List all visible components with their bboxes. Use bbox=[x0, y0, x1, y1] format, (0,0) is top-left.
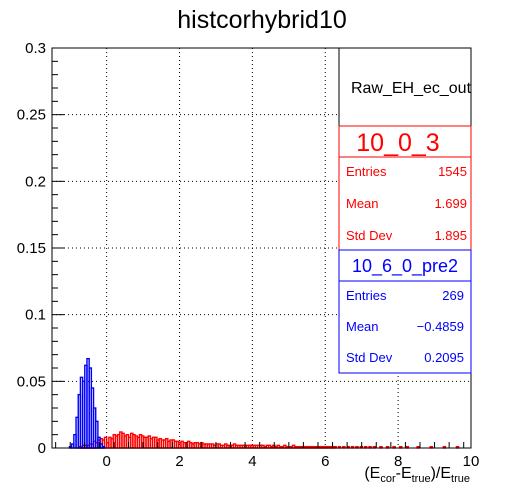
stats-mean-value: −0.4859 bbox=[417, 319, 464, 334]
stats-stddev-label: Std Dev bbox=[346, 228, 393, 243]
stats-entries-label: Entries bbox=[346, 164, 387, 179]
x-tick-label: 6 bbox=[321, 453, 329, 470]
stats-mean-label: Mean bbox=[346, 196, 379, 211]
stats-mean-value: 1.699 bbox=[434, 196, 467, 211]
y-tick-label: 0.1 bbox=[25, 307, 46, 324]
y-tick-label: 0.3 bbox=[25, 40, 46, 57]
x-tick-label: 2 bbox=[175, 453, 183, 470]
y-tick-label: 0 bbox=[38, 440, 46, 457]
x-tick-label: 10 bbox=[463, 453, 480, 470]
y-tick-label: 0.15 bbox=[17, 240, 46, 257]
y-tick-label: 0.2 bbox=[25, 173, 46, 190]
x-tick-label: 8 bbox=[394, 453, 402, 470]
x-axis-label: (Ecor-Etrue)/Etrue bbox=[364, 465, 470, 485]
stats-entries-label: Entries bbox=[346, 288, 387, 303]
stats-stddev-value: 0.2095 bbox=[424, 350, 464, 365]
chart-title: histcorhybrid10 bbox=[177, 6, 347, 34]
stats-header-label: Raw_EH_ec_out bbox=[351, 80, 472, 97]
stats-box-header: Raw_EH_ec_out bbox=[338, 47, 472, 127]
y-tick-label: 0.05 bbox=[17, 373, 46, 390]
stats-name: 10_0_3 bbox=[356, 129, 439, 157]
stats-mean-label: Mean bbox=[346, 319, 379, 334]
stats-stddev-label: Std Dev bbox=[346, 350, 393, 365]
x-tick-label: 0 bbox=[102, 453, 110, 470]
stats-stddev-value: 1.895 bbox=[434, 228, 467, 243]
stats-entries-value: 269 bbox=[442, 288, 464, 303]
stats-box-10-6-0-pre2: 10_6_0_pre2 Entries 269 Mean −0.4859 Std… bbox=[338, 249, 472, 374]
stats-name: 10_6_0_pre2 bbox=[352, 256, 458, 277]
axes: 0 2 4 6 8 10 0 0.05 0.1 0.15 0.2 0.25 0.3 bbox=[17, 40, 480, 470]
y-tick-label: 0.25 bbox=[17, 107, 46, 124]
stats-box-10-0-3: 10_0_3 Entries 1545 Mean 1.699 Std Dev 1… bbox=[338, 125, 472, 251]
x-tick-label: 4 bbox=[248, 453, 256, 470]
stats-entries-value: 1545 bbox=[438, 164, 467, 179]
